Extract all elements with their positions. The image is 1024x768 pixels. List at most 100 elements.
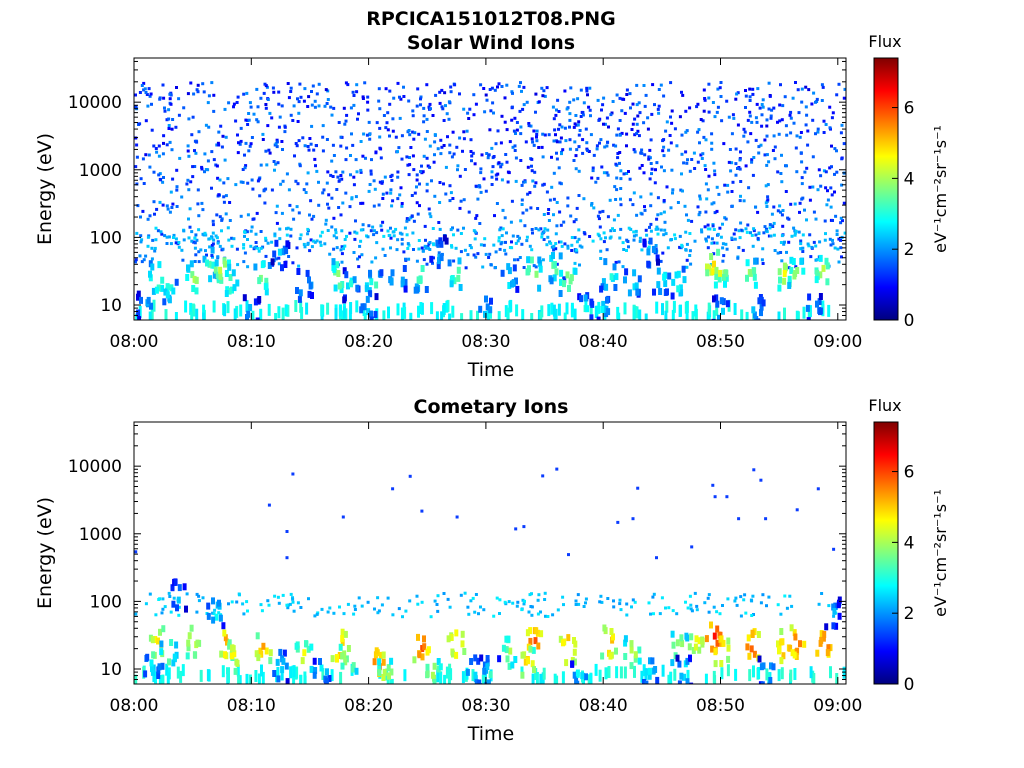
colorbar-gradient — [873, 421, 899, 685]
ion-burst — [478, 295, 493, 318]
ion-burst — [136, 290, 153, 320]
y-tick-label: 10000 — [68, 457, 122, 477]
x-tick-label: 08:20 — [344, 696, 393, 716]
ion-burst — [185, 260, 199, 295]
data-point — [514, 527, 518, 531]
ion-burst — [447, 257, 463, 291]
ion-burst — [213, 257, 231, 284]
y-tick-label: 100 — [90, 228, 122, 248]
ion-burst — [429, 234, 449, 270]
colorbar-tick-label: 4 — [904, 169, 915, 189]
x-tick-label: 08:10 — [227, 332, 276, 352]
data-point — [816, 487, 820, 491]
ion-burst — [815, 630, 833, 658]
y-tick-label: 1000 — [79, 525, 122, 545]
ion-burst — [143, 653, 162, 679]
y-axis: 10 100 1000 10000 — [68, 60, 846, 321]
x-tick-label: 09:00 — [813, 696, 862, 716]
ion-burst — [670, 265, 687, 300]
colorbar-ticks: 0 2 4 6 — [892, 463, 914, 695]
panel-title: Solar Wind Ions — [407, 32, 575, 54]
ion-burst — [272, 648, 290, 684]
data-point — [522, 525, 526, 529]
data-point — [795, 508, 799, 512]
ion-burst — [295, 268, 314, 303]
colorbar-tick-label: 6 — [904, 99, 915, 119]
x-tick-label: 08:00 — [110, 696, 159, 716]
y-tick-label: 100 — [90, 592, 122, 612]
ion-burst — [465, 654, 484, 684]
data-point — [832, 547, 836, 551]
ion-burst — [789, 624, 807, 660]
colorbar-tick-label: 0 — [904, 675, 915, 695]
ion-burst — [642, 237, 660, 269]
ion-burst — [757, 655, 776, 684]
data-point — [420, 509, 424, 513]
colorbar-ticks: 0 2 4 6 — [892, 99, 914, 331]
ion-burst — [338, 643, 359, 675]
colorbar-title: Flux — [868, 32, 901, 51]
data-point — [690, 545, 694, 549]
data-point — [455, 515, 459, 519]
ion-burst — [570, 660, 588, 684]
data-point — [134, 550, 138, 554]
plot-frame — [133, 57, 847, 321]
ion-burst — [558, 267, 578, 297]
data-point — [541, 474, 545, 478]
data-point — [408, 474, 412, 478]
y-tick-label: 1000 — [79, 161, 122, 181]
ion-burst — [224, 263, 240, 297]
ion-burst — [226, 639, 240, 675]
colorbar-unit-label: eV⁻¹cm⁻²sr⁻¹s⁻¹ — [931, 125, 950, 253]
ion-burst — [525, 256, 543, 292]
ion-burst — [254, 632, 273, 665]
y-axis-label: Energy (eV) — [34, 497, 56, 609]
ion-burst — [270, 239, 291, 272]
data-point — [725, 495, 729, 499]
panel-title: Cometary Ions — [414, 396, 569, 418]
ion-burst — [413, 265, 429, 294]
ion-burst — [713, 266, 729, 289]
ion-burst — [446, 629, 467, 659]
heatmap-area — [134, 467, 846, 684]
data-point — [291, 472, 295, 476]
ion-burst — [824, 596, 842, 631]
ion-burst — [558, 634, 578, 667]
data-point — [391, 487, 395, 491]
ion-burst — [364, 269, 384, 295]
x-tick-label: 08:30 — [461, 696, 510, 716]
y-axis-label: Energy (eV) — [34, 133, 56, 245]
data-point — [764, 517, 768, 521]
ion-burst — [623, 268, 642, 298]
y-tick-label: 10 — [100, 660, 122, 680]
data-point — [636, 486, 640, 490]
ion-burst — [342, 267, 361, 304]
ion-burst — [642, 657, 660, 684]
y-axis: 10 100 1000 10000 — [68, 424, 846, 685]
data-point — [567, 553, 570, 557]
ion-burst — [713, 635, 731, 668]
ion-burst — [751, 294, 766, 320]
colorbar-tick-label: 2 — [904, 604, 915, 624]
ion-burst — [482, 655, 502, 684]
plot-frame — [133, 421, 847, 685]
colorbar-tick-label: 2 — [904, 240, 915, 260]
x-tick-label: 09:00 — [813, 332, 862, 352]
ion-burst — [577, 292, 595, 320]
ion-burst — [253, 260, 272, 296]
colorbar-unit-label: eV⁻¹cm⁻²sr⁻¹s⁻¹ — [931, 489, 950, 617]
panel-solar-wind-ions: Solar Wind Ions 08:00 08:10 08:20 08:30 08:4… — [34, 32, 862, 381]
ion-burst — [675, 654, 694, 684]
y-tick-label: 10000 — [68, 93, 122, 113]
ion-burst — [520, 645, 536, 679]
colorbar-tick-label: 6 — [904, 463, 915, 483]
x-axis-label: Time — [467, 359, 515, 381]
x-axis: 08:00 08:10 08:20 08:30 08:40 08:50 09:00 — [110, 422, 862, 716]
ion-burst — [412, 633, 431, 664]
ion-burst — [359, 290, 379, 320]
ion-burst — [745, 257, 759, 289]
data-point — [341, 515, 345, 519]
ion-burst — [185, 624, 202, 660]
ion-burst — [776, 628, 793, 665]
x-tick-label: 08:40 — [579, 332, 628, 352]
